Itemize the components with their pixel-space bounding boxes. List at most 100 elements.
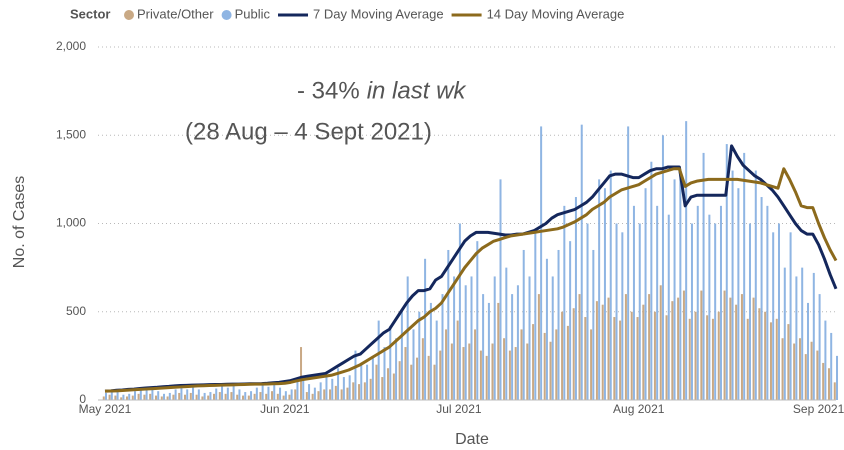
bar <box>729 297 732 400</box>
bar <box>203 392 206 400</box>
bar <box>592 249 595 400</box>
bar <box>389 325 392 400</box>
bar <box>346 387 349 400</box>
bar <box>468 343 471 400</box>
bar <box>769 322 772 400</box>
bar <box>624 294 627 400</box>
bar <box>534 232 537 400</box>
bar <box>331 378 334 400</box>
bar <box>192 384 195 400</box>
bar <box>392 373 395 400</box>
bar <box>740 294 743 400</box>
bar <box>801 267 804 400</box>
bar <box>410 364 413 400</box>
bar <box>445 329 448 400</box>
legend-item: 7 Day Moving Average <box>278 6 444 21</box>
bar <box>387 368 390 400</box>
bar <box>154 395 157 400</box>
bar <box>830 332 833 400</box>
bar <box>717 311 720 400</box>
bar <box>627 126 630 401</box>
bar <box>424 258 427 400</box>
y-tick-label: 0 <box>79 392 86 406</box>
bar <box>131 395 134 400</box>
bar <box>456 320 459 400</box>
bar <box>108 394 111 400</box>
bar <box>723 290 726 400</box>
bar <box>479 350 482 400</box>
bar <box>503 338 506 400</box>
bar <box>665 315 668 400</box>
bar <box>308 384 311 400</box>
bar <box>532 324 535 400</box>
bar <box>711 318 714 400</box>
bar <box>412 329 415 400</box>
bar <box>462 347 465 400</box>
bar <box>383 347 386 400</box>
bar <box>381 377 384 400</box>
bar <box>354 350 357 400</box>
bar <box>690 223 693 400</box>
bar <box>777 223 780 400</box>
bar <box>673 179 676 400</box>
bar <box>644 188 647 400</box>
bar <box>221 384 224 400</box>
bar <box>250 391 253 400</box>
bar <box>781 338 784 400</box>
bar <box>653 311 656 400</box>
bar <box>586 223 589 400</box>
y-tick-label: 1,500 <box>56 127 86 141</box>
bar <box>752 297 755 400</box>
bar <box>804 354 807 400</box>
bar <box>491 343 494 400</box>
bar <box>157 391 160 400</box>
bar <box>735 304 738 400</box>
bar <box>806 302 810 400</box>
bar <box>516 285 519 400</box>
bar <box>215 388 218 400</box>
bar <box>561 311 564 400</box>
bar <box>189 392 192 400</box>
bar <box>642 304 645 400</box>
bar <box>377 320 380 400</box>
bar <box>659 285 662 400</box>
bar <box>163 393 166 400</box>
bar <box>522 249 525 400</box>
annotation: - 34% <box>297 77 360 104</box>
bar <box>574 197 577 400</box>
bar <box>212 393 216 400</box>
bar <box>822 362 825 400</box>
bar <box>696 205 699 400</box>
bar <box>116 392 119 400</box>
bar <box>787 324 790 400</box>
bar <box>590 329 593 400</box>
bar <box>836 355 839 400</box>
bar <box>160 396 163 400</box>
bar <box>818 294 821 400</box>
bar <box>572 308 575 400</box>
bar <box>526 343 529 400</box>
bar <box>543 332 546 400</box>
bar <box>555 329 558 400</box>
bar <box>110 389 113 400</box>
bar <box>566 325 569 400</box>
bar <box>400 311 403 400</box>
bar <box>421 338 424 400</box>
bar <box>151 386 154 400</box>
bar <box>149 393 152 400</box>
bar <box>102 396 105 400</box>
bar <box>255 387 258 400</box>
bar <box>145 390 148 400</box>
bar <box>714 223 717 400</box>
bar <box>793 343 796 400</box>
annotation: in last wk <box>367 77 468 104</box>
bar <box>775 318 778 400</box>
bar <box>122 394 125 400</box>
bar <box>371 355 374 400</box>
bar <box>833 382 836 400</box>
bar <box>207 395 210 400</box>
bar <box>636 317 639 400</box>
bar <box>319 382 322 400</box>
bar <box>313 387 316 400</box>
